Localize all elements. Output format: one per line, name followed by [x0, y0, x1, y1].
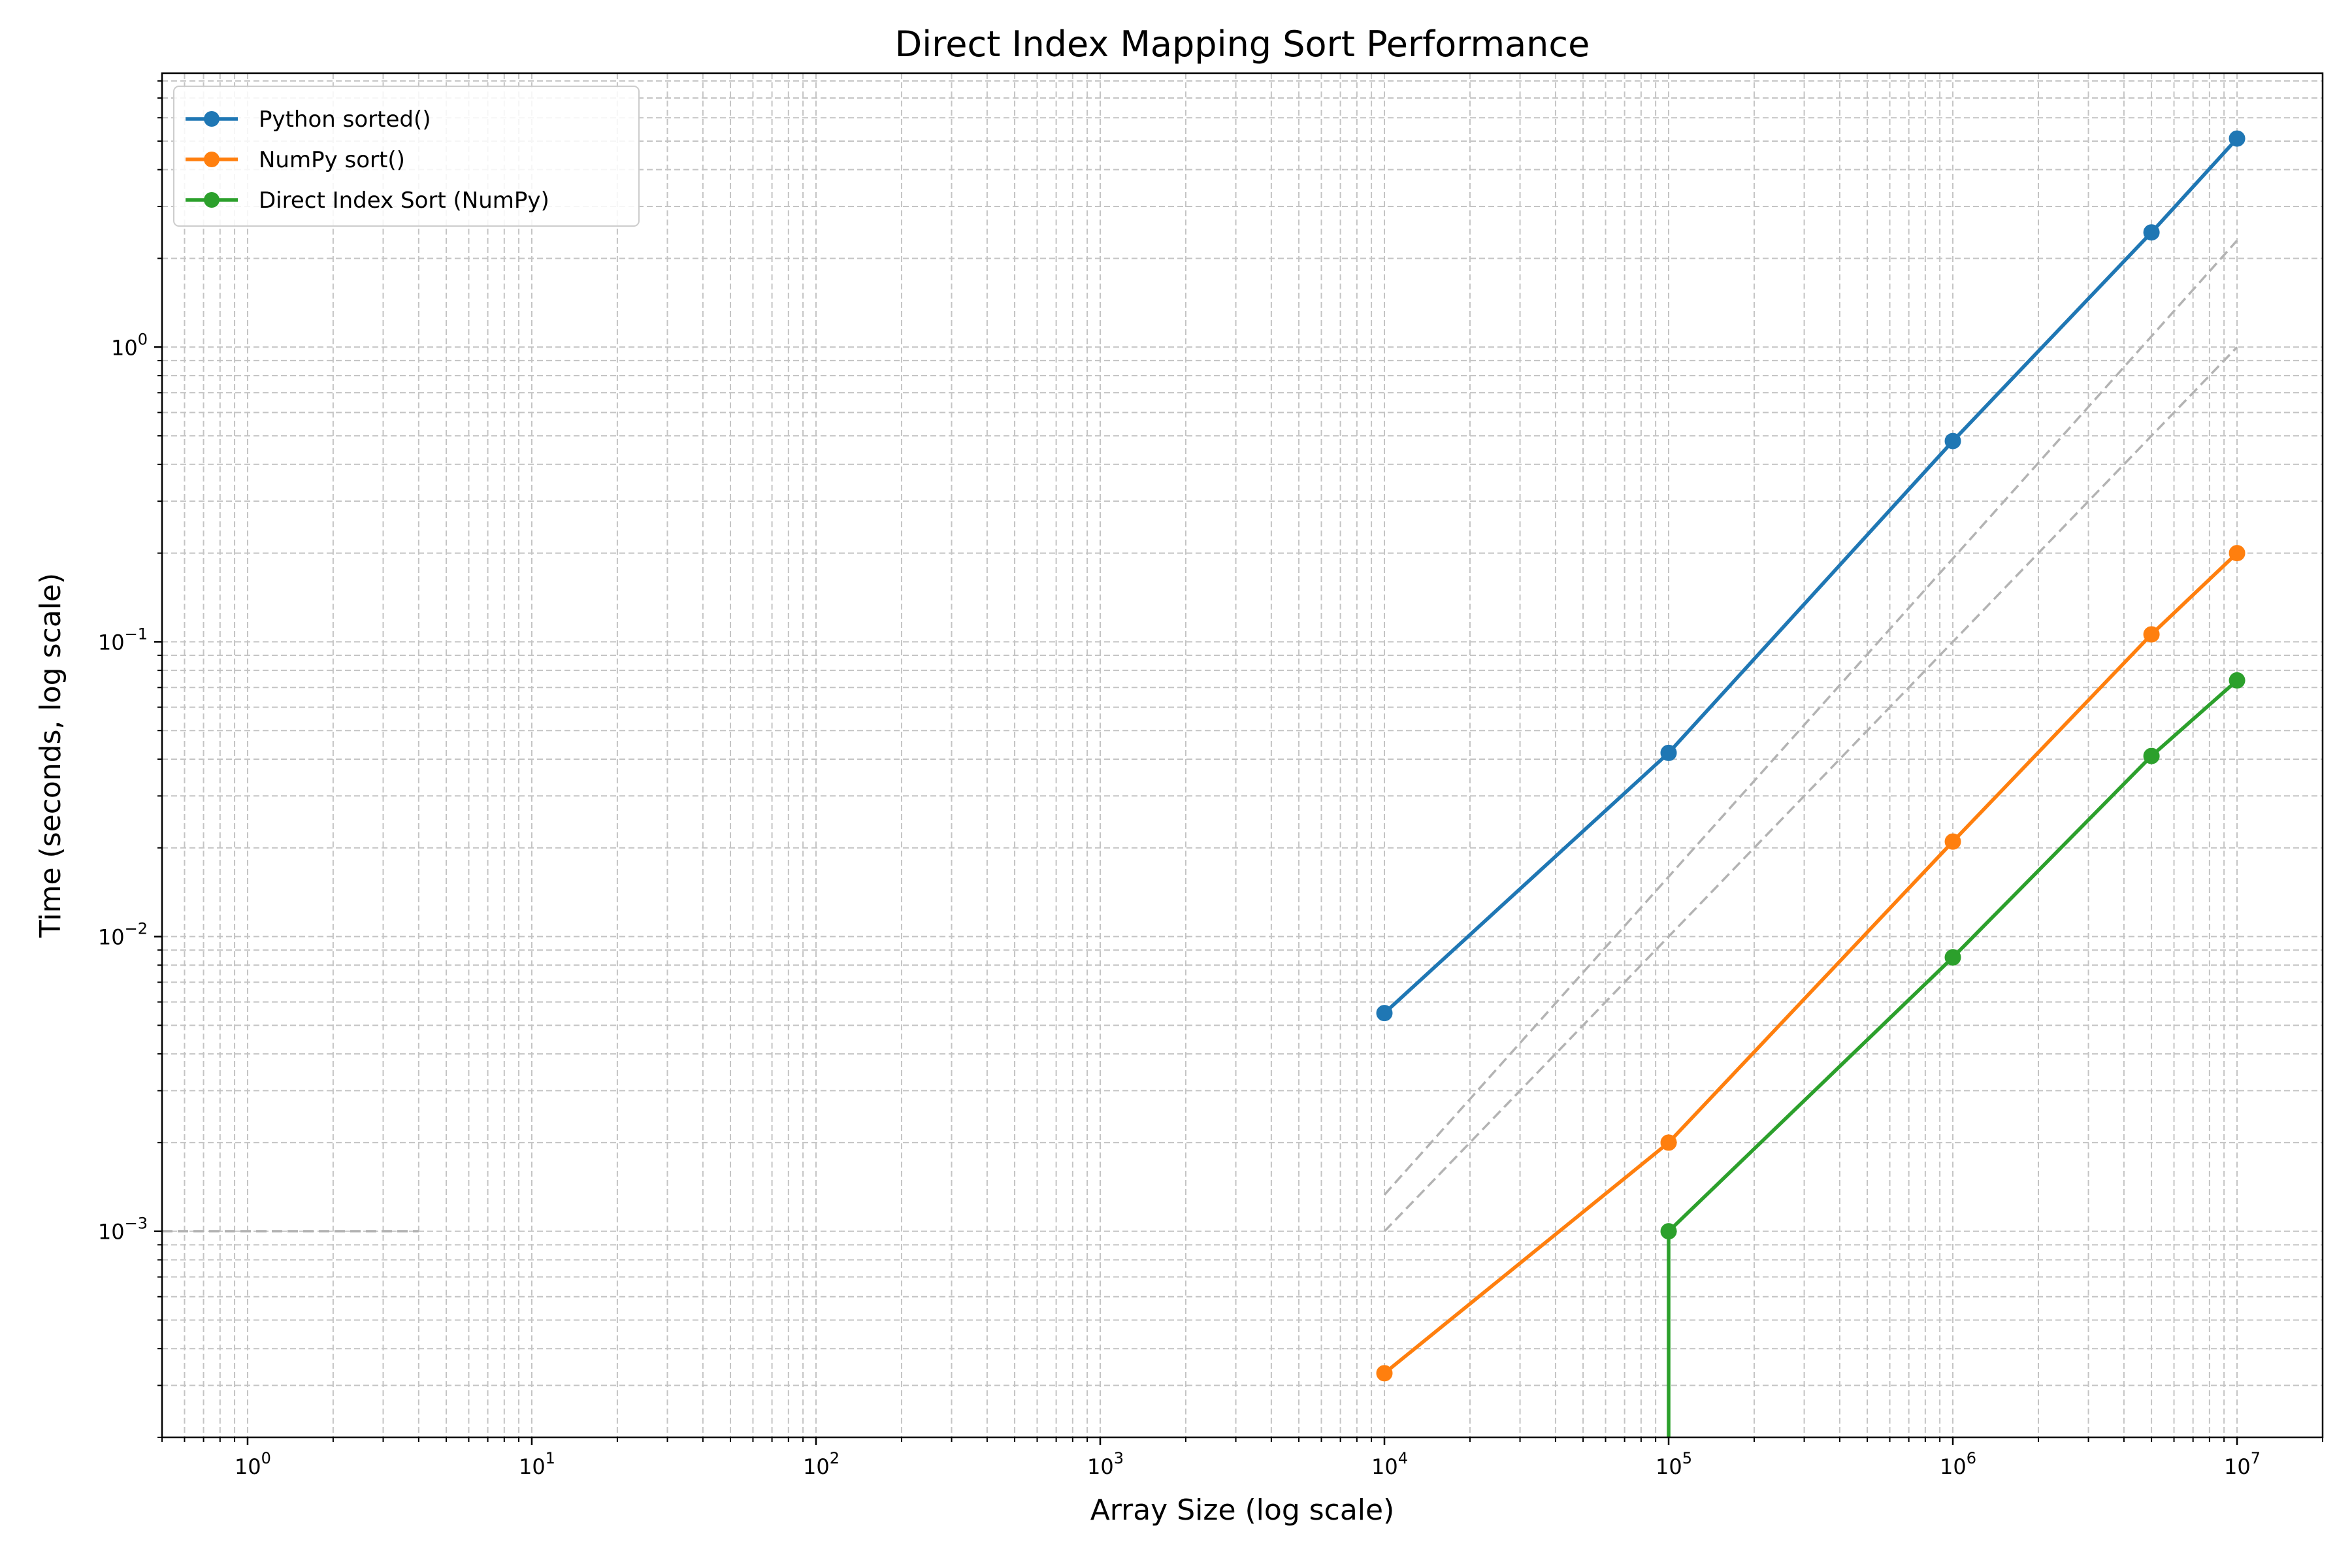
data-point	[1376, 1365, 1393, 1382]
x-tick-label: 103	[1087, 1449, 1124, 1479]
data-point	[1376, 1005, 1393, 1022]
legend-label: Direct Index Sort (NumPy)	[259, 188, 549, 214]
reference-lines	[162, 239, 2238, 1233]
x-tick-label: 104	[1371, 1449, 1408, 1479]
reference-line	[1383, 346, 2238, 1232]
legend-swatch-marker	[204, 111, 220, 127]
x-tick-label: 100	[235, 1449, 271, 1479]
reference-line	[1383, 239, 2238, 1196]
x-tick-label: 107	[2224, 1449, 2261, 1479]
x-tick-label: 106	[1940, 1449, 1976, 1479]
legend-item: Python sorted()	[186, 106, 431, 133]
legend-swatch-marker	[204, 152, 220, 167]
series-2	[1376, 545, 2246, 1382]
y-tick-label: 100	[111, 330, 148, 360]
legend: Python sorted() NumPy sort() Direct Index …	[173, 86, 640, 227]
data-point	[1660, 1134, 1677, 1151]
legend-label: NumPy sort()	[259, 147, 405, 173]
series-1	[1376, 130, 2246, 1022]
y-axis-label: Time (seconds, log scale)	[34, 573, 67, 938]
legend-box	[173, 86, 640, 227]
legend-item: NumPy sort()	[186, 147, 405, 173]
data-point	[1944, 833, 1961, 850]
data-point	[1944, 949, 1961, 966]
legend-swatch-marker	[204, 192, 220, 208]
series-3	[1660, 672, 2246, 1437]
tick-layer: 100 101 102 103 104 105 106 107 10−3 10−2 10−1 100	[98, 80, 2323, 1479]
x-tick-label: 102	[803, 1449, 840, 1479]
y-tick-label: 10−3	[98, 1215, 148, 1245]
data-point	[2143, 747, 2160, 764]
x-tick-label: 105	[1656, 1449, 1692, 1479]
y-tick-label: 10−2	[98, 920, 148, 950]
chart-title: Direct Index Mapping Sort Performance	[895, 24, 1590, 65]
data-point	[2229, 130, 2246, 147]
data-point	[1660, 744, 1677, 761]
legend-label: Python sorted()	[259, 106, 431, 133]
data-point	[2143, 626, 2160, 643]
x-tick-label: 101	[519, 1449, 555, 1479]
data-point	[2229, 545, 2246, 562]
plot-frame	[161, 72, 2324, 1439]
x-axis-label: Array Size (log scale)	[1090, 1494, 1395, 1527]
legend-item: Direct Index Sort (NumPy)	[186, 188, 549, 214]
y-tick-label: 10−1	[98, 625, 148, 655]
data-point	[2143, 224, 2160, 241]
data-point	[2229, 672, 2246, 689]
series-layer	[1376, 130, 2246, 1437]
data-point	[1944, 433, 1961, 449]
data-point	[1660, 1223, 1677, 1240]
